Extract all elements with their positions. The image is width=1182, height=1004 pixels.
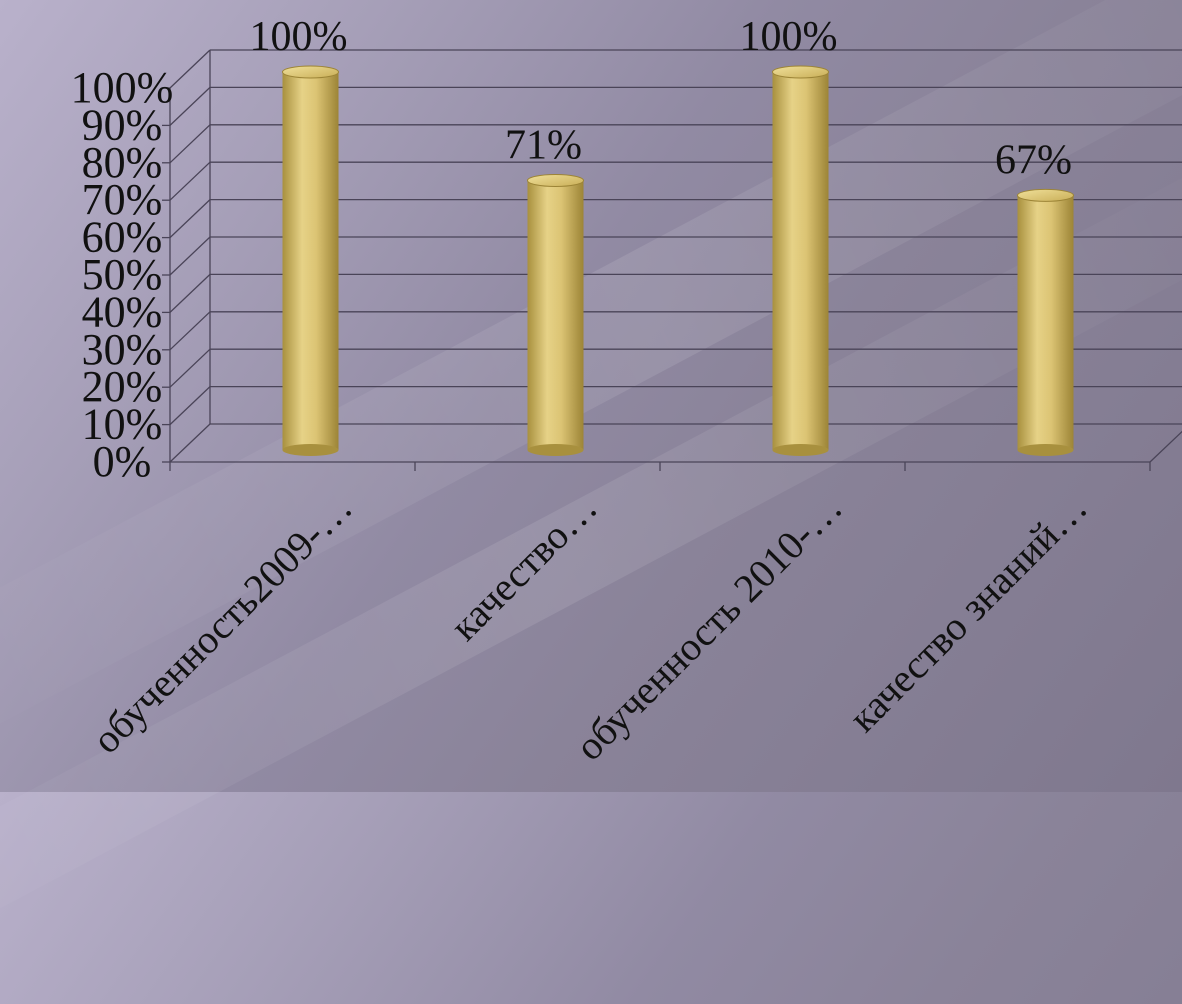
bar xyxy=(772,65,829,456)
y-tick-label: 50% xyxy=(82,250,163,299)
gridline-diagonal xyxy=(169,348,211,388)
y-tick-label: 30% xyxy=(82,325,163,374)
bar-base xyxy=(282,444,339,456)
category-label: качество… xyxy=(441,485,606,650)
bar xyxy=(282,65,339,456)
bar-body xyxy=(282,72,339,450)
y-tick-label: 40% xyxy=(82,287,163,336)
gridline-diagonal xyxy=(169,124,211,164)
bar xyxy=(1017,188,1074,456)
bar-base xyxy=(527,444,584,456)
bar-body xyxy=(772,72,829,450)
gridline-diagonal xyxy=(169,199,211,239)
gridline-diagonal xyxy=(169,49,211,89)
axes xyxy=(162,50,1182,471)
gridline-diagonal xyxy=(169,273,211,313)
bars xyxy=(282,65,1074,456)
y-axis-tick-labels: 0%10%20%30%40%50%60%70%80%90%100% xyxy=(71,63,174,486)
bar-cap xyxy=(282,65,339,79)
bar-base xyxy=(1017,444,1074,456)
data-label: 100% xyxy=(250,14,348,60)
gridline-diagonal xyxy=(169,423,211,463)
bar-cap xyxy=(772,65,829,79)
y-tick-label: 20% xyxy=(82,362,163,411)
data-label: 71% xyxy=(505,122,582,168)
data-label: 100% xyxy=(740,14,838,60)
x-axis-category-labels: обученность2009-… качество…обученность 20… xyxy=(83,485,1095,769)
bar-base xyxy=(772,444,829,456)
category-label: качество знаний… xyxy=(840,485,1096,741)
category-label: обученность2009-… xyxy=(83,485,360,762)
gridline-diagonal xyxy=(169,311,211,351)
gridline-diagonal xyxy=(169,161,211,201)
y-tick-label: 10% xyxy=(82,400,163,449)
category-label: обученность 2010-… xyxy=(566,485,850,769)
bar-cap xyxy=(1017,188,1074,202)
y-tick-label: 90% xyxy=(82,100,163,149)
bar xyxy=(527,173,584,456)
bar-chart: 0%10%20%30%40%50%60%70%80%90%100% 100%71… xyxy=(71,14,1182,769)
y-tick-label: 80% xyxy=(82,138,163,187)
gridline-diagonal xyxy=(169,86,211,126)
gridline-diagonal xyxy=(169,386,211,426)
bar-body xyxy=(527,180,584,450)
y-tick-label: 0% xyxy=(93,437,152,486)
floor-edge xyxy=(1149,430,1182,463)
data-labels: 100% 71% 100% 67% xyxy=(250,14,1073,183)
data-label: 67% xyxy=(995,137,1072,183)
bar-body xyxy=(1017,195,1074,450)
y-tick-label: 100% xyxy=(71,63,174,112)
gridline-diagonal xyxy=(169,236,211,276)
y-tick-label: 70% xyxy=(82,175,163,224)
y-tick-label: 60% xyxy=(82,213,163,262)
bar-cap xyxy=(527,173,584,187)
